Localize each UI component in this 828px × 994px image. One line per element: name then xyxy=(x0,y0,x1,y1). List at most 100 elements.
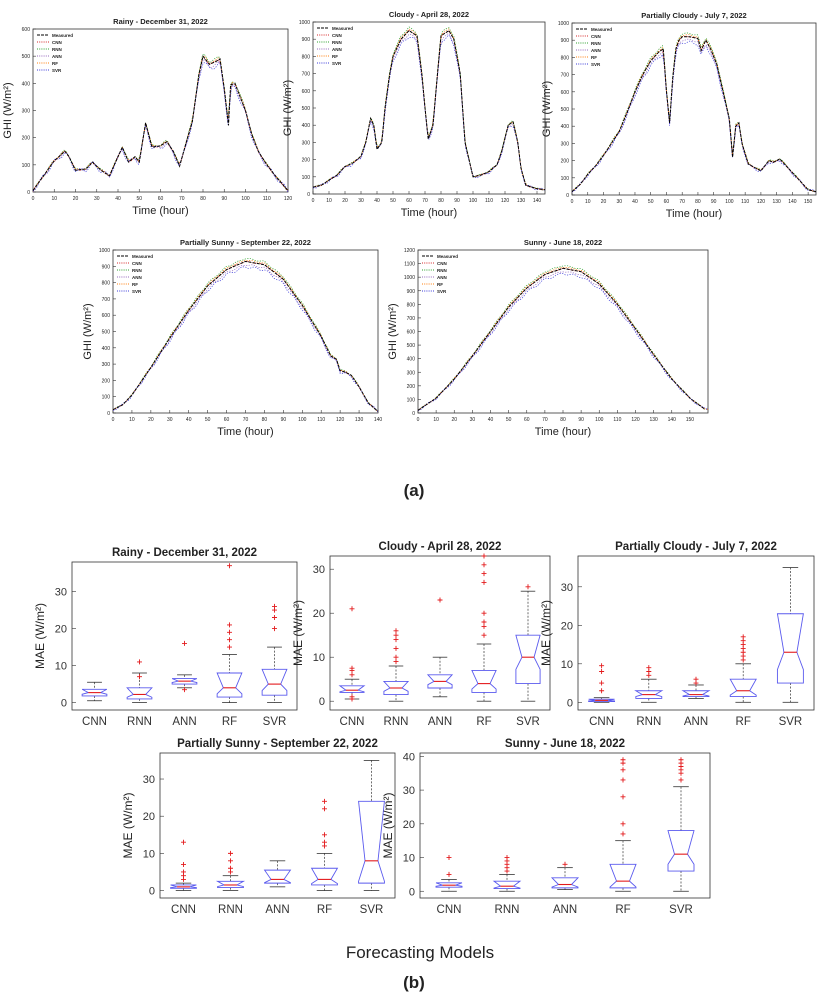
y-tick-label: 200 xyxy=(22,136,31,142)
outlier-marker xyxy=(322,798,327,804)
y-tick-label: 30 xyxy=(313,564,325,576)
x-tick-label: 60 xyxy=(664,199,670,205)
x-tick-label: 140 xyxy=(374,417,383,423)
x-tick-label: 0 xyxy=(32,196,35,202)
x-tick-label: 30 xyxy=(94,196,100,202)
y-tick-label: 20 xyxy=(561,620,573,632)
x-tick-label: 130 xyxy=(355,417,364,423)
box-body xyxy=(588,698,616,702)
box-rnn: RNN xyxy=(126,659,153,728)
x-tick-label: 0 xyxy=(571,199,574,205)
y-tick-label: 100 xyxy=(302,175,311,181)
x-tick-label: 50 xyxy=(136,196,142,202)
legend-label-measured: Measured xyxy=(591,27,612,32)
outlier-marker xyxy=(182,640,187,646)
category-label: RNN xyxy=(127,716,152,728)
x-tick-label: 70 xyxy=(542,417,548,423)
box-cnn: CNN xyxy=(435,855,463,916)
chart-title: Sunny - June 18, 2022 xyxy=(524,238,602,247)
outlier-marker xyxy=(322,806,327,812)
outlier-marker xyxy=(599,663,605,669)
box-body xyxy=(216,672,243,698)
x-tick-label: 120 xyxy=(631,417,640,423)
x-tick-label: 40 xyxy=(488,417,494,423)
x-tick-label: 150 xyxy=(686,417,695,423)
y-tick-label: 10 xyxy=(561,659,573,671)
y-tick-label: 0 xyxy=(412,411,415,417)
x-tick-label: 80 xyxy=(695,199,701,205)
outlier-marker xyxy=(349,606,355,612)
series-ann xyxy=(312,33,546,191)
outlier-marker xyxy=(227,629,232,635)
x-tick-label: 110 xyxy=(613,417,621,423)
series-rf xyxy=(32,55,289,192)
legend-label-rf: RF xyxy=(132,282,138,287)
series-ann xyxy=(112,264,379,413)
y-tick-label: 600 xyxy=(22,27,31,33)
y-tick-label: 700 xyxy=(102,297,111,303)
plot-frame xyxy=(571,22,817,196)
y-axis-label: GHI (W/m²) xyxy=(2,82,14,138)
x-tick-label: 80 xyxy=(560,417,566,423)
box-ann: ANN xyxy=(171,640,198,728)
outlier-marker xyxy=(227,563,232,569)
outlier-marker xyxy=(349,696,355,702)
y-axis-label: GHI (W/m²) xyxy=(282,80,294,136)
legend: Measured CNN RNN ANN RF SVR xyxy=(422,254,458,294)
legend-label-svr: SVR xyxy=(332,61,342,66)
y-tick-label: 700 xyxy=(407,316,416,322)
legend-label-rnn: RNN xyxy=(332,40,342,45)
category-label: ANN xyxy=(428,716,452,728)
box-body xyxy=(667,830,695,872)
y-tick-label: 0 xyxy=(319,696,325,708)
category-label: CNN xyxy=(340,716,365,728)
x-tick-label: 20 xyxy=(451,417,457,423)
box-rnn: RNN xyxy=(634,665,664,728)
y-tick-label: 300 xyxy=(407,370,416,376)
x-tick-label: 20 xyxy=(148,417,154,423)
ghi-chart-3: 0 10 20 30 40 50 60 70 80 90 100 110 120 130 140 150 0 10… xyxy=(541,11,817,220)
outlier-marker xyxy=(228,850,233,856)
x-tick-label: 20 xyxy=(73,196,79,202)
category-label: SVR xyxy=(516,716,540,728)
x-tick-label: 50 xyxy=(648,199,654,205)
x-tick-label: 30 xyxy=(167,417,173,423)
box-body xyxy=(310,867,339,886)
y-tick-label: 300 xyxy=(561,141,570,147)
outlier-marker xyxy=(227,622,232,628)
plot-frame xyxy=(329,555,551,711)
legend-label-rnn: RNN xyxy=(591,41,601,46)
series-measured xyxy=(571,36,817,193)
outlier-marker xyxy=(599,680,605,686)
y-axis-label: MAE (W/m²) xyxy=(121,793,135,859)
box-body xyxy=(426,674,454,689)
category-label: RF xyxy=(476,716,491,728)
x-tick-label: 0 xyxy=(112,417,115,423)
outlier-marker xyxy=(562,861,568,867)
box-ann: ANN xyxy=(550,861,580,916)
y-axis-label: MAE (W/m²) xyxy=(291,600,305,666)
x-tick-label: 110 xyxy=(317,417,325,423)
legend-label-rnn: RNN xyxy=(132,268,142,273)
outlier-marker xyxy=(322,832,327,838)
box-svr: SVR xyxy=(261,603,288,728)
x-tick-label: 150 xyxy=(804,199,813,205)
y-tick-label: 100 xyxy=(102,395,111,401)
outlier-marker xyxy=(620,757,626,763)
outlier-marker xyxy=(181,839,186,845)
legend: Measured CNN RNN ANN RF SVR xyxy=(37,33,73,73)
y-tick-label: 40 xyxy=(403,751,415,763)
outlier-marker xyxy=(446,855,452,861)
x-tick-label: 30 xyxy=(470,417,476,423)
legend-label-svr: SVR xyxy=(591,62,601,67)
legend-label-svr: SVR xyxy=(437,289,447,294)
box-body xyxy=(435,882,463,888)
x-tick-label: 70 xyxy=(422,198,428,204)
box-svr: SVR xyxy=(776,567,804,728)
outlier-marker xyxy=(678,757,684,763)
y-tick-label: 30 xyxy=(55,587,67,599)
x-tick-label: 110 xyxy=(485,198,493,204)
category-label: CNN xyxy=(437,904,462,916)
x-axis-label: Time (hour) xyxy=(535,426,591,438)
box-rf: RF xyxy=(310,798,339,916)
